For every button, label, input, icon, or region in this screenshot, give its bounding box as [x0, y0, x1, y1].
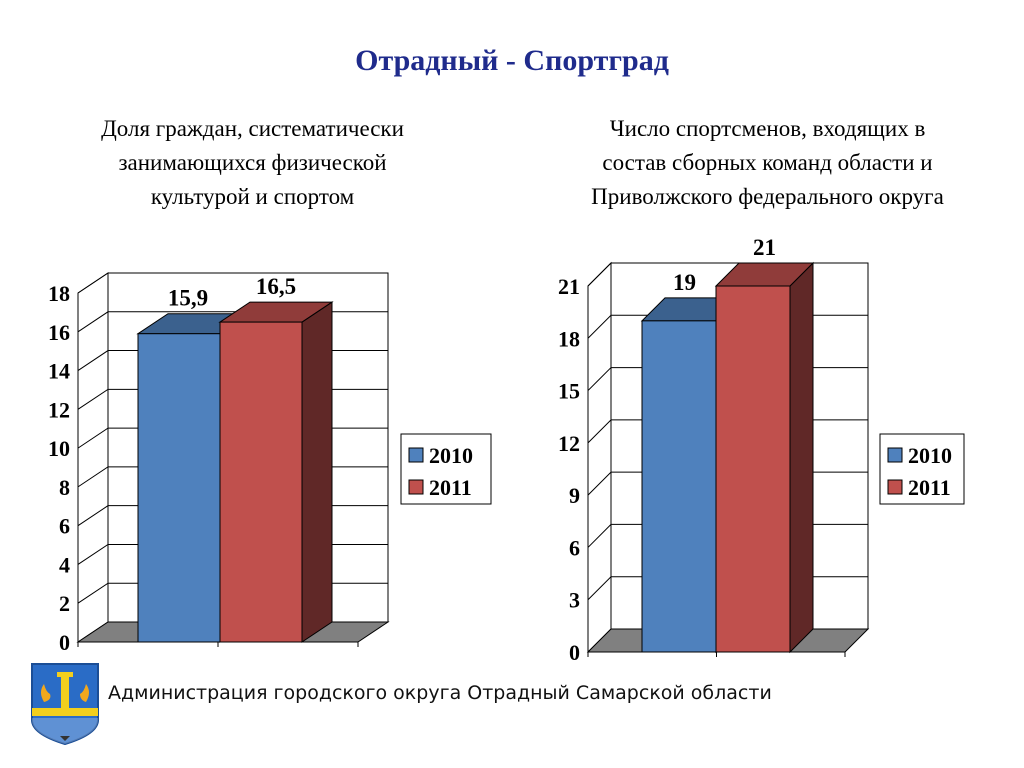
chart1-ytick-label: 16 — [48, 320, 70, 345]
footer-administration: Администрация городского округа Отрадный… — [108, 682, 772, 704]
chart1-bar-2010 — [137, 333, 221, 643]
chart1-ytick-label: 8 — [59, 475, 70, 500]
chart1-ytick-label: 0 — [59, 630, 70, 655]
page-title: Отрадный - Спортград — [355, 44, 669, 77]
chart1-ytick-label: 18 — [48, 281, 70, 306]
chart2-legend-label-2011: 2011 — [908, 475, 951, 500]
chart2-ytick-label: 6 — [569, 535, 580, 560]
city-coat-of-arms-icon — [30, 662, 100, 751]
chart1-legend-label-2010: 2010 — [429, 443, 473, 468]
chart1-ytick-label: 2 — [59, 591, 70, 616]
chart1-legend-swatch-2010 — [408, 447, 424, 463]
chart2-legend-swatch-2010 — [887, 447, 903, 463]
chart1-ytick-label: 10 — [48, 436, 70, 461]
chart2-legend-swatch-2011 — [887, 479, 903, 495]
chart1-data-label-2010: 15,9 — [168, 286, 208, 311]
chart2-ytick-label: 15 — [558, 379, 580, 404]
chart1-legend — [400, 433, 492, 505]
chart2-side-wall — [587, 261, 612, 654]
chart2-legend-label-2010: 2010 — [908, 443, 952, 468]
chart2-ytick-label: 3 — [569, 588, 580, 613]
chart2-ytick-label: 21 — [558, 274, 580, 299]
chart1-data-label-2011: 16,5 — [256, 274, 296, 299]
chart1-legend-label-2011: 2011 — [429, 475, 472, 500]
chart1-gridline — [77, 272, 388, 294]
chart2-bar-2011 — [715, 285, 791, 653]
chart-2-title: Число спортсменов, входящих в состав сбо… — [591, 116, 944, 209]
chart2-ytick-label: 12 — [558, 431, 580, 456]
chart1-ytick-label: 4 — [59, 552, 70, 577]
chart2-ytick-label: 9 — [569, 483, 580, 508]
chart2-bar-2010 — [641, 320, 717, 653]
chart1-ytick-label: 12 — [48, 397, 70, 422]
chart-1-title: Доля граждан, систематически занимающихс… — [101, 116, 404, 209]
chart2-ytick-label: 18 — [558, 326, 580, 351]
chart1-bar-2011 — [219, 321, 303, 643]
chart1-ytick-label: 14 — [48, 359, 70, 384]
chart2-bar-2011-side — [789, 261, 814, 654]
chart2-data-label-2011: 21 — [753, 235, 776, 260]
chart2-ytick-label: 0 — [569, 640, 580, 665]
chart1-ytick-label: 6 — [59, 514, 70, 539]
chart2-data-label-2010: 19 — [673, 270, 696, 295]
chart1-legend-swatch-2011 — [408, 479, 424, 495]
